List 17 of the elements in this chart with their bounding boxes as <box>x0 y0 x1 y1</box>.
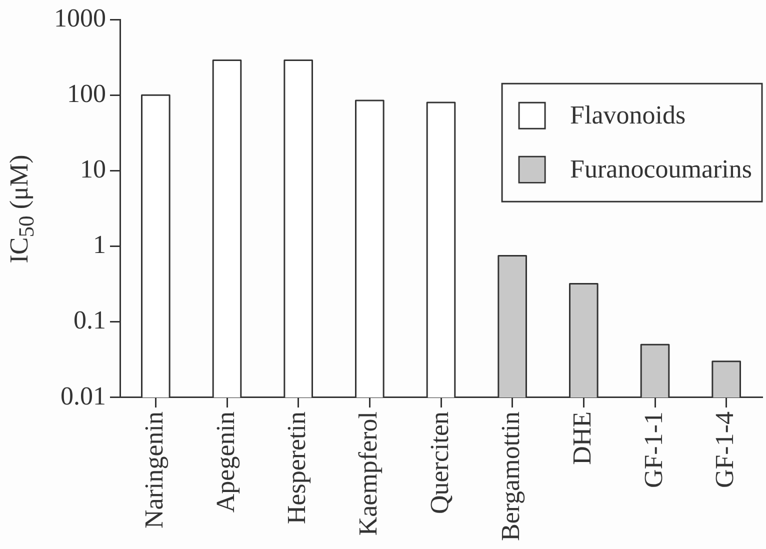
x-tick-label: Naringenin <box>139 411 168 528</box>
x-tick-label: GF-1-4 <box>710 411 740 488</box>
y-tick-label: 1000 <box>54 3 106 32</box>
y-tick-label: 0.1 <box>74 306 106 335</box>
x-tick-label: Apegenin <box>210 411 240 513</box>
x-tick-label: GF-1-1 <box>638 411 668 488</box>
y-tick-label: 0.01 <box>60 381 106 410</box>
x-tick-label: Querciten <box>424 411 454 514</box>
legend-label: Furanocoumarins <box>570 154 752 184</box>
y-tick-label: 1 <box>93 230 106 260</box>
x-tick-label: Hesperetin <box>282 411 312 524</box>
x-tick-label: Kaempferol <box>353 411 382 536</box>
x-tick-label: Bergamottin <box>496 411 526 542</box>
legend-label: Flavonoids <box>570 100 686 130</box>
y-tick-label: 10 <box>80 154 106 184</box>
x-tick-label: DHE <box>567 411 596 465</box>
y-tick-label: 100 <box>67 79 106 108</box>
